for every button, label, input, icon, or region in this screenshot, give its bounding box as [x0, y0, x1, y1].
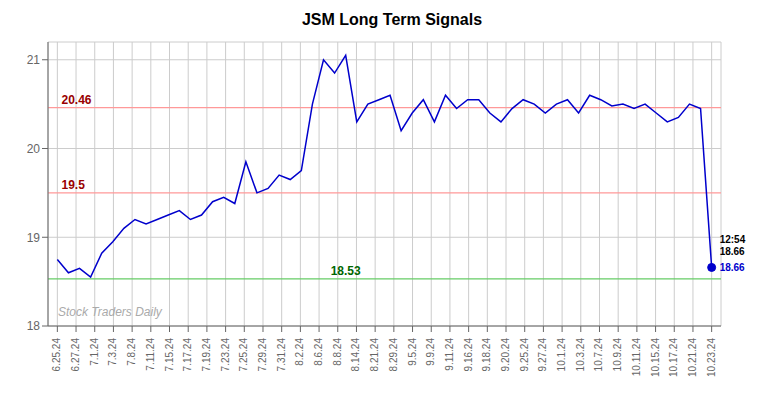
- svg-text:7.29.24: 7.29.24: [257, 338, 268, 372]
- svg-text:12:54: 12:54: [720, 234, 746, 245]
- svg-text:18: 18: [27, 319, 41, 333]
- svg-text:7.31.24: 7.31.24: [276, 338, 287, 372]
- svg-text:8.29.24: 8.29.24: [388, 338, 399, 372]
- html-text:JSM Long Term Signals: JSM Long Term Signals: [301, 11, 483, 28]
- svg-text:7.25.24: 7.25.24: [238, 338, 249, 372]
- svg-text:8.21.24: 8.21.24: [369, 338, 380, 372]
- svg-text:18.66: 18.66: [720, 246, 745, 257]
- svg-text:9.25.24: 9.25.24: [519, 338, 530, 372]
- svg-text:9.9.24: 9.9.24: [425, 338, 436, 366]
- svg-text:10.11.24: 10.11.24: [631, 338, 642, 377]
- svg-text:19.5: 19.5: [61, 178, 85, 192]
- svg-text:7.3.24: 7.3.24: [107, 338, 118, 366]
- svg-text:20.46: 20.46: [61, 93, 91, 107]
- svg-text:9.5.24: 9.5.24: [407, 338, 418, 366]
- svg-text:8.6.24: 8.6.24: [313, 338, 324, 366]
- svg-text:10.21.24: 10.21.24: [687, 338, 698, 377]
- svg-text:7.17.24: 7.17.24: [182, 338, 193, 372]
- svg-text:8.2.24: 8.2.24: [294, 338, 305, 366]
- svg-text:7.11.24: 7.11.24: [145, 338, 156, 371]
- svg-text:Stock Traders Daily: Stock Traders Daily: [58, 305, 163, 319]
- svg-text:10.9.24: 10.9.24: [612, 338, 623, 372]
- svg-text:7.15.24: 7.15.24: [164, 338, 175, 372]
- svg-text:18.66: 18.66: [720, 262, 745, 273]
- svg-text:21: 21: [27, 53, 41, 67]
- svg-text:8.8.24: 8.8.24: [332, 338, 343, 366]
- svg-text:9.16.24: 9.16.24: [463, 338, 474, 372]
- svg-text:7.19.24: 7.19.24: [201, 338, 212, 372]
- svg-text:10.15.24: 10.15.24: [650, 338, 661, 377]
- svg-text:20: 20: [27, 142, 41, 156]
- svg-text:7.8.24: 7.8.24: [126, 338, 137, 366]
- svg-text:18.53: 18.53: [331, 264, 361, 278]
- svg-text:9.20.24: 9.20.24: [500, 338, 511, 372]
- svg-text:6.25.24: 6.25.24: [51, 338, 62, 372]
- svg-text:10.1.24: 10.1.24: [556, 338, 567, 372]
- svg-text:10.23.24: 10.23.24: [706, 338, 717, 377]
- svg-text:10.3.24: 10.3.24: [575, 338, 586, 372]
- svg-text:7.23.24: 7.23.24: [220, 338, 231, 372]
- svg-text:10.17.24: 10.17.24: [668, 338, 679, 377]
- svg-text:7.1.24: 7.1.24: [89, 338, 100, 366]
- svg-text:6.27.24: 6.27.24: [70, 338, 81, 372]
- svg-text:19: 19: [27, 231, 41, 245]
- svg-text:9.27.24: 9.27.24: [537, 338, 548, 372]
- svg-text:9.18.24: 9.18.24: [481, 338, 492, 372]
- svg-text:10.7.24: 10.7.24: [593, 338, 604, 372]
- svg-text:9.11.24: 9.11.24: [444, 338, 455, 371]
- svg-text:8.14.24: 8.14.24: [350, 338, 361, 372]
